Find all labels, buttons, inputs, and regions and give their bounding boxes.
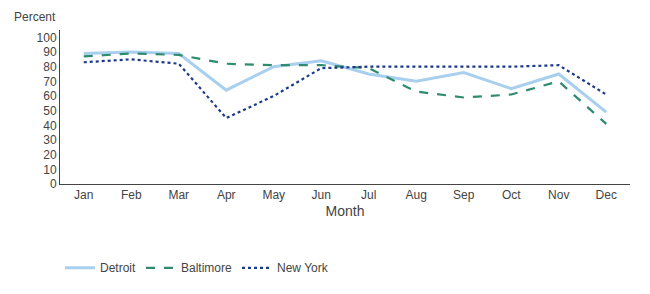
svg-text:60: 60 <box>43 89 57 103</box>
svg-text:50: 50 <box>43 104 57 118</box>
svg-text:Apr: Apr <box>217 188 236 202</box>
svg-text:20: 20 <box>43 148 57 162</box>
svg-text:Aug: Aug <box>406 188 427 202</box>
svg-text:Percent: Percent <box>14 10 56 24</box>
svg-text:Jul: Jul <box>361 188 376 202</box>
svg-text:Baltimore: Baltimore <box>181 261 232 275</box>
svg-text:Jun: Jun <box>312 188 331 202</box>
svg-text:Sep: Sep <box>453 188 475 202</box>
svg-text:Mar: Mar <box>168 188 189 202</box>
svg-text:0: 0 <box>50 177 57 191</box>
svg-text:Month: Month <box>326 203 365 219</box>
svg-text:80: 80 <box>43 60 57 74</box>
svg-text:Dec: Dec <box>596 188 617 202</box>
svg-text:100: 100 <box>37 31 57 45</box>
svg-text:90: 90 <box>43 45 57 59</box>
svg-text:Oct: Oct <box>502 188 521 202</box>
svg-text:New York: New York <box>277 261 329 275</box>
svg-text:70: 70 <box>43 75 57 89</box>
svg-text:May: May <box>262 188 285 202</box>
svg-text:30: 30 <box>43 133 57 147</box>
svg-text:Feb: Feb <box>121 188 142 202</box>
svg-text:10: 10 <box>43 163 57 177</box>
svg-text:40: 40 <box>43 119 57 133</box>
svg-text:Detroit: Detroit <box>100 261 136 275</box>
svg-text:Nov: Nov <box>548 188 569 202</box>
svg-text:Jan: Jan <box>74 188 93 202</box>
